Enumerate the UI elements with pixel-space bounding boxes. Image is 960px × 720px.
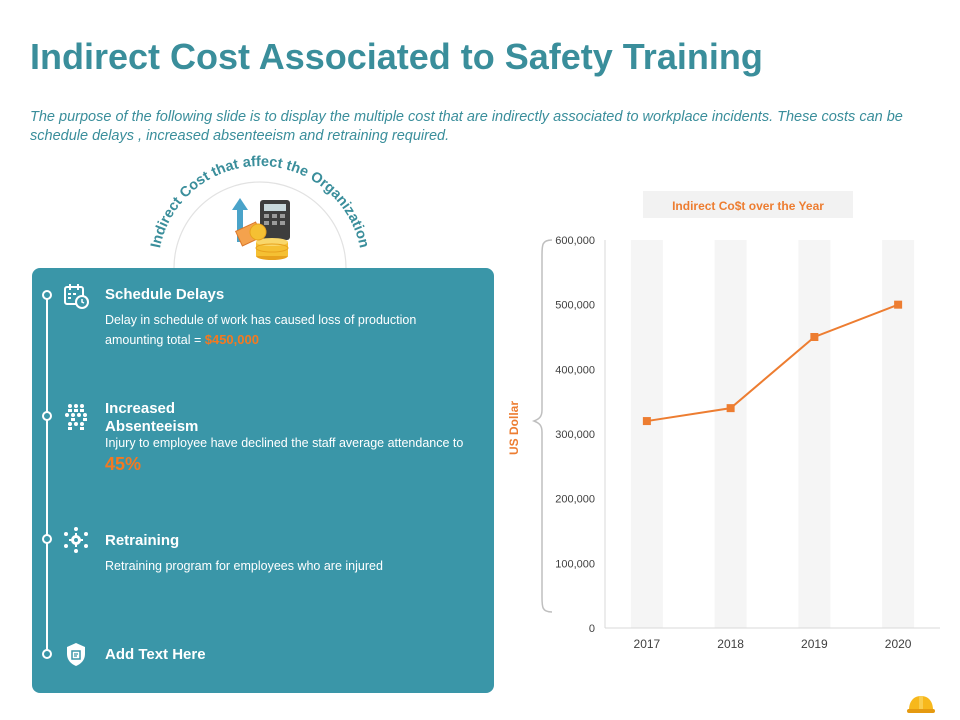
item-title-schedule-delays: Schedule Delays <box>105 286 225 303</box>
data-point <box>810 333 819 341</box>
timeline-line <box>46 294 48 654</box>
data-point <box>726 404 735 413</box>
item-title-retraining: Retraining <box>105 532 180 549</box>
timeline-dot <box>42 649 52 659</box>
chart-title: Indirect Co$t over the Year <box>672 199 824 213</box>
item-title-increased-absenteeism: Increased Absenteeism <box>105 400 199 435</box>
y-axis-label: US Dollar <box>507 401 521 455</box>
x-tick-label: 2018 <box>717 637 744 651</box>
arc-header: Indirect Cost that affect the Organizati… <box>140 150 380 270</box>
item-desc-increased-absenteeism: Injury to employee have declined the sta… <box>105 436 464 474</box>
y-tick-label: 100,000 <box>555 558 595 570</box>
gear-people-icon <box>64 527 88 553</box>
y-axis-brace <box>531 239 553 613</box>
page-title: Indirect Cost Associated to Safety Train… <box>30 36 763 77</box>
calendar-clock-icon <box>64 284 89 309</box>
category-band <box>630 240 663 628</box>
category-band <box>714 240 747 628</box>
item-title-add-text: Add Text Here <box>105 646 206 663</box>
page-subtitle: The purpose of the following slide is to… <box>30 109 903 144</box>
highlight-percent: 45% <box>105 454 142 474</box>
y-tick-label: 200,000 <box>555 494 595 506</box>
hard-hat-icon <box>907 696 935 713</box>
y-tick-label: 400,000 <box>555 364 595 376</box>
y-tick-label: 300,000 <box>555 429 595 441</box>
cost-items-panel <box>32 268 494 693</box>
chart-title-box <box>643 191 853 218</box>
x-tick-label: 2020 <box>885 637 912 651</box>
data-point <box>894 300 903 309</box>
shield-icon <box>67 643 85 666</box>
data-point <box>642 417 651 426</box>
timeline-dot <box>42 534 52 544</box>
item-desc-retraining: Retraining program for employees who are… <box>105 559 383 573</box>
item-desc-schedule-delays: Delay in schedule of work has caused los… <box>105 313 417 347</box>
highlight-amount: $450,000 <box>204 332 259 347</box>
x-tick-label: 2017 <box>634 637 661 651</box>
y-tick-label: 600,000 <box>555 235 595 247</box>
category-band <box>882 240 915 628</box>
indirect-cost-chart: Indirect Co$t over the Year 0 100,000 200,0… <box>500 185 960 665</box>
timeline-dot <box>42 290 52 300</box>
category-band <box>798 240 831 628</box>
y-tick-label: 500,000 <box>555 300 595 312</box>
x-tick-label: 2019 <box>801 637 828 651</box>
people-group-icon <box>65 404 87 430</box>
calculator-money-icon <box>232 198 290 260</box>
timeline-dot <box>42 411 52 421</box>
y-tick-label: 0 <box>589 623 595 635</box>
series-line <box>646 303 899 423</box>
